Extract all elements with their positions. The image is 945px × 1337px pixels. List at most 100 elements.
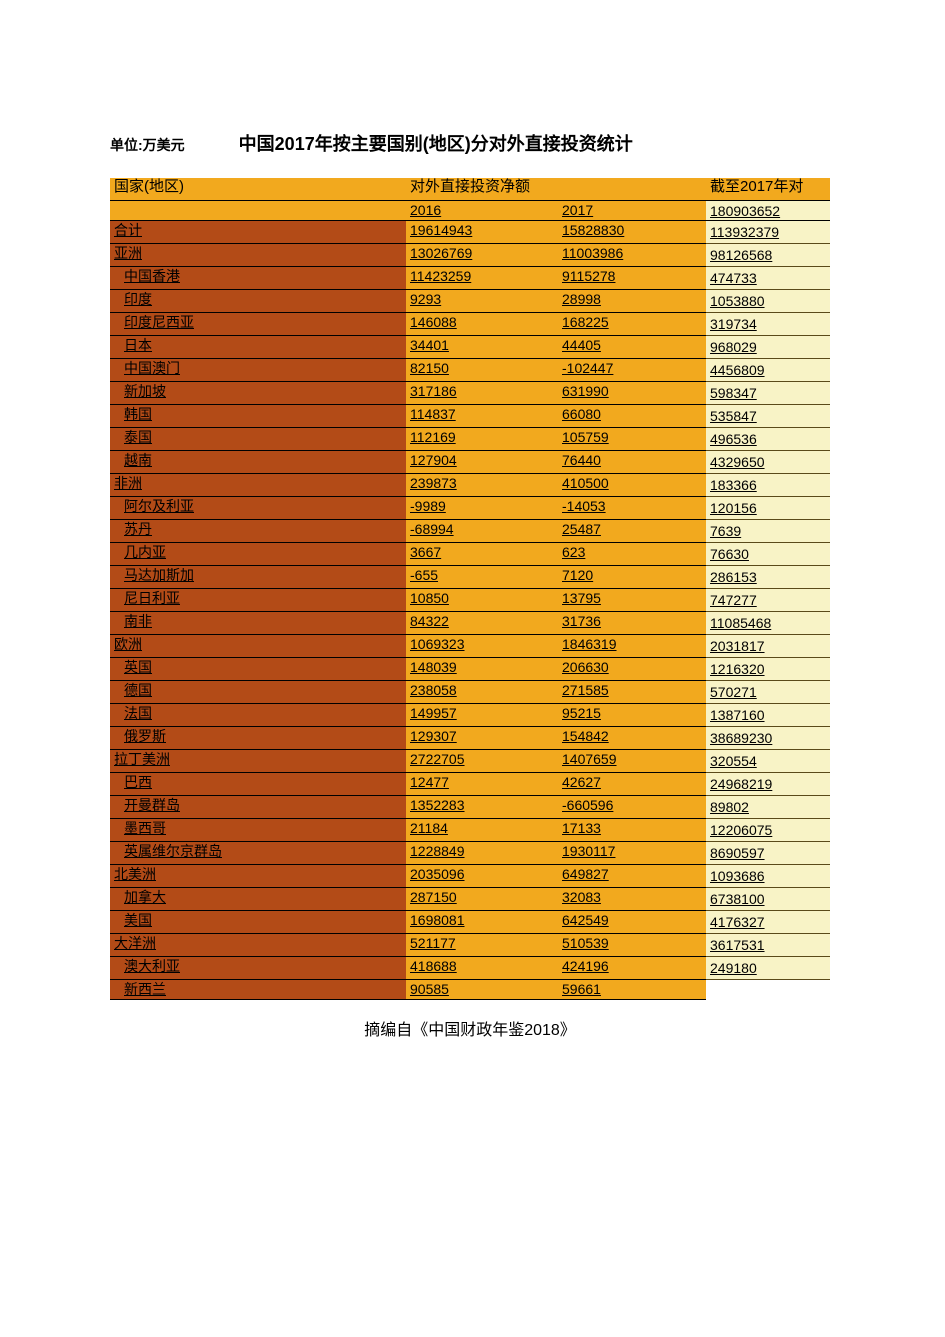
col-country-header: 国家(地区) xyxy=(110,178,406,200)
country-cell: 印度 xyxy=(110,289,406,312)
table-row: 印度9293289981053880 xyxy=(110,289,830,312)
country-cell: 泰国 xyxy=(110,427,406,450)
col-year-2017: 2017 xyxy=(558,200,706,220)
stock-cell: 12206075 xyxy=(706,818,830,841)
table-row: 新加坡317186631990598347 xyxy=(110,381,830,404)
country-cell: 印度尼西亚 xyxy=(110,312,406,335)
country-cell: 澳大利亚 xyxy=(110,956,406,979)
value-2016-cell: 2035096 xyxy=(406,864,558,887)
value-2017-cell: 95215 xyxy=(558,703,706,726)
value-2017-cell: 623 xyxy=(558,542,706,565)
table-row: 泰国112169105759496536 xyxy=(110,427,830,450)
country-cell: 几内亚 xyxy=(110,542,406,565)
value-2016-cell: 287150 xyxy=(406,887,558,910)
country-cell: 俄罗斯 xyxy=(110,726,406,749)
value-2017-cell: 1930117 xyxy=(558,841,706,864)
value-2017-cell: 271585 xyxy=(558,680,706,703)
value-2016-cell: 84322 xyxy=(406,611,558,634)
document-page: 单位:万美元 中国2017年按主要国别(地区)分对外直接投资统计 国家(地区) … xyxy=(0,0,945,1040)
col-net-header: 对外直接投资净额 xyxy=(406,178,706,200)
value-2016-cell: 521177 xyxy=(406,933,558,956)
col-year-2016: 2016 xyxy=(406,200,558,220)
value-2017-cell: 32083 xyxy=(558,887,706,910)
country-cell: 巴西 xyxy=(110,772,406,795)
value-2016-cell: 34401 xyxy=(406,335,558,358)
stock-cell: 11085468 xyxy=(706,611,830,634)
table-row: 合计1961494315828830113932379 xyxy=(110,220,830,243)
country-cell: 亚洲 xyxy=(110,243,406,266)
value-2017-cell: 28998 xyxy=(558,289,706,312)
table-row: 亚洲130267691100398698126568 xyxy=(110,243,830,266)
subheader-empty xyxy=(110,200,406,220)
value-2016-cell: -68994 xyxy=(406,519,558,542)
stock-cell: 1053880 xyxy=(706,289,830,312)
stock-cell: 4176327 xyxy=(706,910,830,933)
header-row: 单位:万美元 中国2017年按主要国别(地区)分对外直接投资统计 xyxy=(110,130,845,156)
table-row: 马达加斯加-6557120286153 xyxy=(110,565,830,588)
country-cell: 日本 xyxy=(110,335,406,358)
country-cell: 墨西哥 xyxy=(110,818,406,841)
table-row: 日本3440144405968029 xyxy=(110,335,830,358)
stock-cell: 183366 xyxy=(706,473,830,496)
value-2016-cell: 21184 xyxy=(406,818,558,841)
stock-cell: 4329650 xyxy=(706,450,830,473)
value-2016-cell: 3667 xyxy=(406,542,558,565)
value-2017-cell: 105759 xyxy=(558,427,706,450)
country-cell: 阿尔及利亚 xyxy=(110,496,406,519)
table-row: 俄罗斯12930715484238689230 xyxy=(110,726,830,749)
value-2016-cell: 2722705 xyxy=(406,749,558,772)
stock-cell: 120156 xyxy=(706,496,830,519)
value-2016-cell: 10850 xyxy=(406,588,558,611)
table-row: 苏丹-68994254877639 xyxy=(110,519,830,542)
value-2016-cell: 12477 xyxy=(406,772,558,795)
value-2016-cell: -9989 xyxy=(406,496,558,519)
value-2016-cell: 129307 xyxy=(406,726,558,749)
value-2017-cell: 410500 xyxy=(558,473,706,496)
value-2017-cell: 17133 xyxy=(558,818,706,841)
table-row: 开曼群岛1352283-66059689802 xyxy=(110,795,830,818)
value-2017-cell: 7120 xyxy=(558,565,706,588)
stock-cell: 8690597 xyxy=(706,841,830,864)
table-row: 欧洲106932318463192031817 xyxy=(110,634,830,657)
country-cell: 拉丁美洲 xyxy=(110,749,406,772)
stock-cell xyxy=(706,979,830,999)
stock-cell: 98126568 xyxy=(706,243,830,266)
table-row: 澳大利亚418688424196249180 xyxy=(110,956,830,979)
stock-cell: 496536 xyxy=(706,427,830,450)
stock-cell: 1093686 xyxy=(706,864,830,887)
table-row: 巴西124774262724968219 xyxy=(110,772,830,795)
stock-cell: 286153 xyxy=(706,565,830,588)
country-cell: 美国 xyxy=(110,910,406,933)
table-row: 韩国11483766080535847 xyxy=(110,404,830,427)
value-2017-cell: 11003986 xyxy=(558,243,706,266)
stock-cell: 474733 xyxy=(706,266,830,289)
country-cell: 北美洲 xyxy=(110,864,406,887)
country-cell: 欧洲 xyxy=(110,634,406,657)
value-2016-cell: 146088 xyxy=(406,312,558,335)
value-2017-cell: 59661 xyxy=(558,979,706,999)
table-row: 加拿大287150320836738100 xyxy=(110,887,830,910)
value-2017-cell: 25487 xyxy=(558,519,706,542)
value-2017-cell: 42627 xyxy=(558,772,706,795)
country-cell: 法国 xyxy=(110,703,406,726)
table-header-row: 国家(地区) 对外直接投资净额 截至2017年对 xyxy=(110,178,830,200)
stock-cell: 6738100 xyxy=(706,887,830,910)
table-row: 非洲239873410500183366 xyxy=(110,473,830,496)
stock-cell: 249180 xyxy=(706,956,830,979)
table-row: 德国238058271585570271 xyxy=(110,680,830,703)
country-cell: 非洲 xyxy=(110,473,406,496)
value-2016-cell: 149957 xyxy=(406,703,558,726)
country-cell: 英属维尔京群岛 xyxy=(110,841,406,864)
stock-cell: 7639 xyxy=(706,519,830,542)
value-2017-cell: 510539 xyxy=(558,933,706,956)
value-2016-cell: 238058 xyxy=(406,680,558,703)
value-2017-cell: 15828830 xyxy=(558,220,706,243)
value-2017-cell: 154842 xyxy=(558,726,706,749)
stock-cell: 3617531 xyxy=(706,933,830,956)
value-2017-cell: -102447 xyxy=(558,358,706,381)
value-2017-cell: 631990 xyxy=(558,381,706,404)
value-2017-cell: -660596 xyxy=(558,795,706,818)
stock-cell: 598347 xyxy=(706,381,830,404)
stock-cell: 38689230 xyxy=(706,726,830,749)
value-2016-cell: 317186 xyxy=(406,381,558,404)
